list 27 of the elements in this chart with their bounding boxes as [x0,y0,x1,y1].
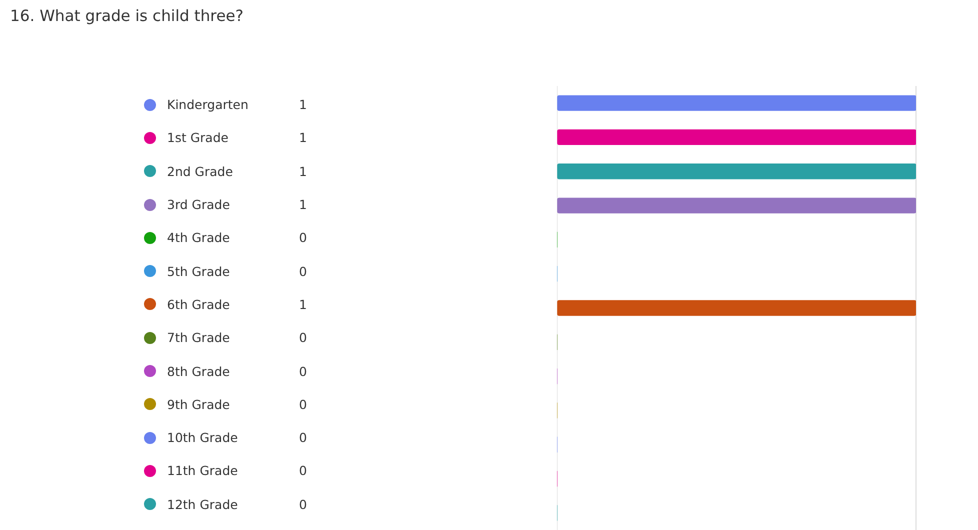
data-label: 0 [299,330,308,346]
y-tick-label: 1st Grade [167,130,230,146]
y-tick-label: Kindergarten [167,97,250,112]
y-tick-label: 12th Grade [167,496,239,512]
data-label: 0 [299,364,308,379]
y-tick-label: 6th Grade [167,296,231,312]
data-label: 0 [299,396,308,412]
data-label: 1 [299,97,308,112]
data-label: 1 [299,296,308,312]
y-tick-label: 7th Grade [167,330,231,346]
data-label: 1 [299,164,308,179]
data-label: 1 [299,130,308,146]
y-tick-label: 8th Grade [167,364,231,379]
data-label: 0 [299,463,308,478]
y-tick-label: 3rd Grade [167,197,231,212]
data-label: 0 [299,264,308,279]
y-tick-label: 4th Grade [167,230,231,246]
y-tick-label: 9th Grade [167,396,231,412]
data-label: 1 [299,197,308,212]
data-label: 0 [299,496,308,512]
y-tick-label: 2nd Grade [167,164,234,179]
y-tick-label: 5th Grade [167,264,231,279]
data-label: 0 [299,430,308,446]
data-label: 0 [299,230,308,246]
text: 16. What grade is child three? [10,7,244,25]
y-tick-label: 11th Grade [167,463,239,478]
y-tick-label: 10th Grade [167,430,239,446]
